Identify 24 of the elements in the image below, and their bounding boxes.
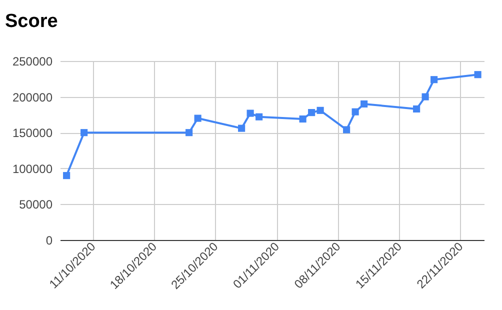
chart-title: Score — [5, 11, 58, 32]
point — [422, 93, 429, 100]
point — [194, 114, 202, 122]
point — [474, 71, 482, 78]
point — [80, 129, 88, 136]
point — [352, 108, 359, 116]
point — [343, 126, 350, 134]
point — [246, 110, 254, 117]
y-tick-label: 200000 — [12, 90, 53, 104]
point — [360, 100, 368, 108]
point — [238, 124, 246, 132]
y-tick-label: 250000 — [12, 54, 53, 68]
y-tick-label: 0 — [46, 234, 53, 248]
point — [430, 76, 438, 84]
point — [256, 113, 263, 120]
point — [308, 109, 316, 116]
point — [299, 115, 306, 123]
point — [413, 105, 420, 113]
y-tick-label: 100000 — [12, 162, 53, 176]
point — [316, 106, 324, 114]
y-tick-label: 150000 — [12, 126, 53, 140]
y-tick-label: 50000 — [19, 198, 53, 212]
point — [186, 129, 193, 136]
point — [63, 172, 70, 180]
